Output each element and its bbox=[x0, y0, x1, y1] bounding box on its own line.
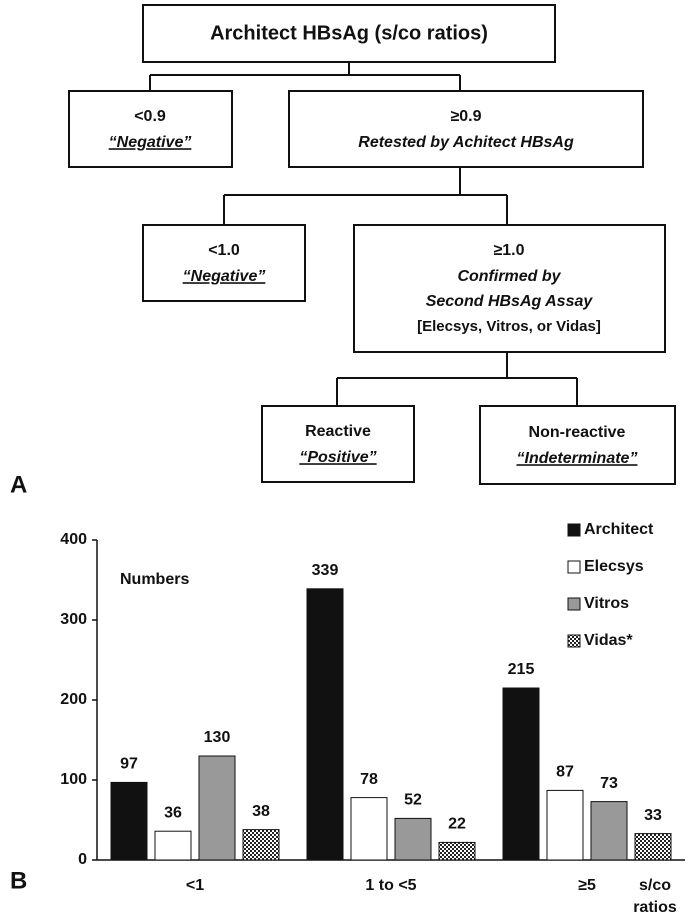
node-label: ≥1.0 bbox=[493, 242, 524, 259]
node-label: ≥0.9 bbox=[450, 108, 481, 125]
legend-label: Vitros bbox=[584, 595, 629, 612]
x-tick-label: 1 to <5 bbox=[365, 877, 416, 894]
node-box bbox=[479, 405, 676, 485]
value-label: 339 bbox=[312, 562, 339, 579]
node-box bbox=[353, 224, 666, 353]
connector bbox=[336, 352, 578, 406]
x-axis-label: s/co bbox=[639, 877, 671, 894]
node-label: <0.9 bbox=[134, 108, 166, 125]
legend-swatch bbox=[567, 523, 581, 537]
node-box bbox=[142, 4, 556, 63]
legend-swatch bbox=[567, 560, 581, 574]
bar bbox=[242, 829, 280, 861]
node-label: “Negative” bbox=[183, 268, 266, 285]
bar-chart: Numbers 0 100 200 300 400 <1 97 36 130 38 1 to <5 3… bbox=[60, 521, 685, 916]
value-label: 215 bbox=[508, 661, 535, 678]
connector bbox=[149, 62, 461, 91]
annotation: Numbers bbox=[120, 571, 189, 588]
y-tick-label: 200 bbox=[60, 691, 87, 708]
value-label: 33 bbox=[644, 807, 662, 824]
value-label: 78 bbox=[360, 771, 378, 788]
node-label: Architect HBsAg (s/co ratios) bbox=[210, 22, 488, 44]
node-box bbox=[68, 90, 233, 168]
legend-label: Elecsys bbox=[584, 558, 644, 575]
x-axis-label: ratios bbox=[633, 899, 677, 916]
panel-label: A bbox=[10, 471, 27, 498]
panel-label: B bbox=[10, 867, 27, 894]
node-label: Non-reactive bbox=[529, 424, 626, 441]
node-label: Second HBsAg Assay bbox=[426, 293, 594, 310]
y-tick-label: 100 bbox=[60, 771, 87, 788]
node-box bbox=[261, 405, 415, 483]
y-tick-label: 400 bbox=[60, 531, 87, 548]
y-tick-label: 0 bbox=[78, 851, 87, 868]
value-label: 97 bbox=[120, 756, 138, 773]
legend-swatch bbox=[567, 634, 581, 648]
legend-swatch bbox=[567, 597, 581, 611]
x-tick-label: ≥5 bbox=[578, 877, 596, 894]
node-label: Reactive bbox=[305, 423, 371, 440]
node-label: [Elecsys, Vitros, or Vidas] bbox=[417, 318, 601, 335]
bar bbox=[110, 781, 148, 861]
node-label: Confirmed by bbox=[457, 268, 561, 285]
legend-label: Architect bbox=[584, 521, 654, 538]
node-label: Retested by Achitect HBsAg bbox=[358, 134, 574, 151]
x-tick-label: <1 bbox=[186, 877, 204, 894]
bar bbox=[634, 833, 672, 861]
bar bbox=[590, 801, 628, 861]
node-box bbox=[288, 90, 644, 168]
y-tick-label: 300 bbox=[60, 611, 87, 628]
bar bbox=[306, 588, 344, 861]
value-label: 87 bbox=[556, 764, 574, 781]
value-label: 38 bbox=[252, 803, 270, 820]
bar bbox=[546, 789, 584, 861]
node-label: “Negative” bbox=[109, 134, 192, 151]
flowchart: Architect HBsAg (s/co ratios) <0.9 “Nega… bbox=[68, 4, 676, 485]
value-label: 52 bbox=[404, 792, 422, 809]
value-label: 130 bbox=[204, 729, 231, 746]
node-label: <1.0 bbox=[208, 242, 240, 259]
bar bbox=[438, 841, 476, 861]
bar bbox=[154, 830, 192, 861]
bar bbox=[502, 687, 540, 861]
value-label: 36 bbox=[164, 804, 182, 821]
legend-label: Vidas* bbox=[584, 632, 633, 649]
connector bbox=[223, 167, 508, 225]
node-label: “Indeterminate” bbox=[517, 450, 638, 467]
value-label: 22 bbox=[448, 816, 466, 833]
node-box bbox=[142, 224, 306, 302]
bar bbox=[394, 817, 432, 861]
bar bbox=[198, 755, 236, 861]
value-label: 73 bbox=[600, 775, 618, 792]
node-label: “Positive” bbox=[299, 449, 376, 466]
bar bbox=[350, 797, 388, 861]
